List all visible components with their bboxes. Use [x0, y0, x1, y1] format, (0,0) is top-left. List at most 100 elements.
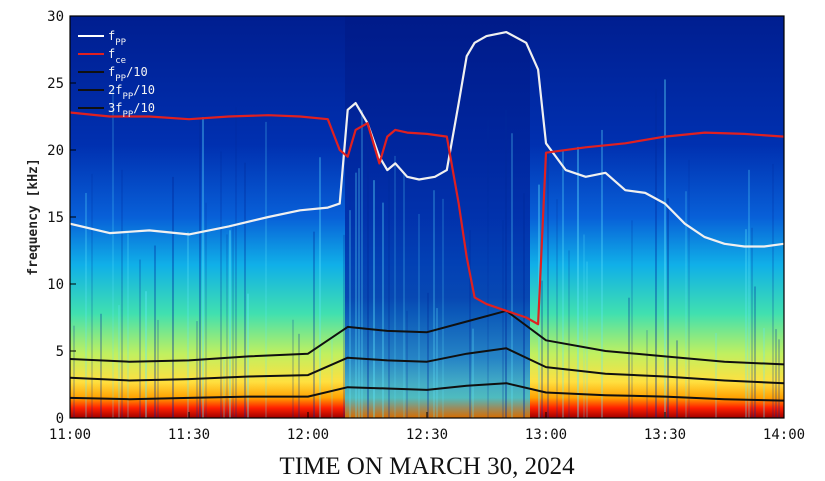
spectrogram-streak [73, 325, 75, 418]
series-lines [70, 31, 784, 402]
spectrogram-streak [667, 198, 669, 418]
spectrogram-streak [202, 117, 204, 418]
spectrogram-streak [487, 119, 489, 418]
spectrogram-streak [292, 319, 294, 418]
y-tick-label: 5 [56, 344, 64, 360]
y-tick-label: 25 [47, 76, 64, 92]
spectrogram-streak [469, 230, 471, 418]
spectrogram-streak [748, 169, 750, 418]
spectrogram-streak [523, 193, 525, 418]
x-tick-label: 11:30 [168, 427, 210, 443]
spectrogram-streak [628, 297, 630, 418]
y-axis: 0 5 10 15 20 25 30 [47, 9, 76, 427]
legend-label: 2fPP/10 [108, 83, 155, 102]
spectrogram-streak [358, 168, 360, 418]
spectrogram-streak [562, 149, 564, 418]
spectrogram-streak [331, 334, 333, 418]
spectrogram-streak [403, 173, 405, 418]
spectrogram-streak [373, 180, 375, 418]
spectrogram-streak [688, 159, 690, 418]
x-tick-label: 13:30 [644, 427, 686, 443]
spectrogram-streak [196, 321, 198, 418]
x-tick-label: 13:00 [525, 427, 567, 443]
spectrogram-streak [547, 88, 549, 418]
spectrogram-streak [601, 129, 603, 418]
spectrogram-streak [367, 137, 369, 418]
legend-label: fce [108, 47, 126, 66]
spectrogram-streak [235, 107, 237, 418]
x-tick-label: 11:00 [49, 427, 91, 443]
spectrogram-streak [577, 146, 579, 418]
spectrogram-streak [586, 261, 588, 418]
spectrogram-streak [646, 330, 648, 418]
y-tick-label: 0 [56, 411, 64, 427]
spectrogram-streak [145, 291, 147, 418]
spectrogram-streak [229, 230, 231, 418]
spectrogram-streak [406, 310, 408, 418]
spectrogram-streak [754, 286, 756, 418]
spectrogram-streak [745, 229, 747, 418]
spectrogram-streak [349, 210, 351, 418]
spectrogram-streak [427, 292, 429, 418]
spectrogram-streak [220, 151, 222, 418]
spectrogram-streak [223, 356, 225, 418]
spectrogram-streak [85, 192, 87, 418]
spectrogram-streak [388, 138, 390, 418]
spectrogram-streak [631, 220, 633, 418]
y-axis-label: frequency [kHz] [26, 158, 41, 275]
spectrogram-streak [199, 117, 201, 418]
spectrogram-streak [505, 109, 507, 418]
spectrogram-streak [121, 169, 123, 418]
x-axis: 11:00 11:30 12:00 12:30 13:00 13:30 14:00 [49, 412, 805, 443]
spectrogram-streak [715, 332, 717, 418]
x-tick-label: 12:00 [287, 427, 329, 443]
legend-label: fPP/10 [108, 65, 148, 84]
x-tick-label: 14:00 [763, 427, 805, 443]
spectrogram-streak [244, 162, 246, 418]
spectrogram-streak [655, 88, 657, 418]
x-axis-label: TIME ON MARCH 30, 2024 [279, 453, 575, 480]
spectrogram-streak [775, 329, 777, 418]
spectrogram-streak [91, 173, 93, 418]
spectrogram-streak [232, 226, 234, 418]
y-tick-label: 30 [47, 9, 64, 25]
series-line-fpp-10 [70, 309, 784, 366]
spectrogram-streak [772, 163, 774, 418]
spectrogram-streak [187, 231, 189, 418]
spectrogram-streak [382, 202, 384, 418]
y-tick-label: 10 [47, 277, 64, 293]
spectrogram-streak [685, 191, 687, 418]
spectrogram-streak [568, 250, 570, 418]
series-line-3fpp-10 [70, 382, 784, 402]
spectrogram-streak [751, 227, 753, 418]
spectrogram-streak [157, 319, 159, 418]
spectrogram-streak [394, 155, 396, 418]
spectrogram-streak [763, 328, 765, 418]
spectrogram-streak [205, 202, 207, 418]
y-tick-label: 15 [47, 210, 64, 226]
legend-label: 3fPP/10 [108, 101, 155, 120]
spectrogram-streak [583, 234, 585, 418]
spectrogram-streak [442, 198, 444, 418]
spectrogram-streak [556, 199, 558, 418]
series-line-fpp [70, 31, 784, 248]
spectrogram-streak [343, 234, 345, 418]
spectrogram-streak [361, 109, 363, 418]
spectrogram-streak [664, 79, 666, 418]
spectrogram-streak [355, 172, 357, 418]
spectrogram-streak [502, 220, 504, 418]
y-tick-label: 20 [47, 143, 64, 159]
spectrogram-streak [139, 259, 141, 418]
spectrogram-streak [436, 308, 438, 418]
legend-label: fPP [108, 29, 127, 48]
spectrogram-background [70, 16, 784, 418]
series-line-2fpp-10 [70, 347, 784, 385]
spectrogram-streak [127, 233, 129, 418]
spectrogram-streak [433, 190, 435, 418]
spectrogram-streak [472, 328, 474, 418]
spectrogram-streak [541, 280, 543, 418]
spectrogram-streak [319, 157, 321, 418]
series-line-fce [70, 111, 784, 326]
